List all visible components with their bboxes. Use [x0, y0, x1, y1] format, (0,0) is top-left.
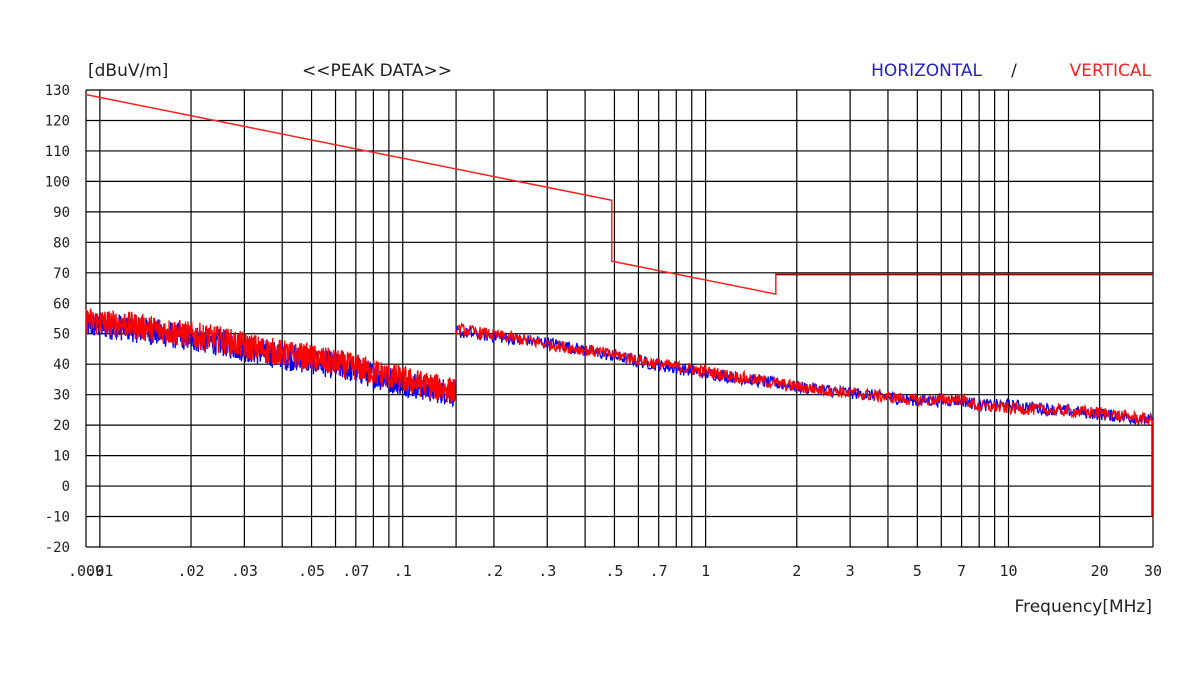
series-trace-horizontal — [455, 324, 1154, 425]
x-axis-label: Frequency[MHz] — [1015, 597, 1152, 617]
y-tick-label: 90 — [53, 205, 70, 221]
legend-vertical: VERTICAL — [1070, 61, 1152, 81]
y-tick-label: -10 — [45, 510, 70, 526]
y-tick-label: 100 — [45, 174, 70, 190]
x-tick-label: 1 — [701, 562, 710, 580]
y-tick-label: 80 — [53, 235, 70, 251]
x-tick-label: .03 — [231, 562, 258, 580]
x-tick-label: 10 — [999, 562, 1017, 580]
x-tick-label: .07 — [342, 562, 369, 580]
y-tick-label: 30 — [53, 388, 70, 404]
x-tick-label: 2 — [792, 562, 801, 580]
x-tick-label: .02 — [177, 562, 204, 580]
y-axis-label: [dBuV/m] — [88, 61, 168, 81]
y-tick-label: 50 — [53, 327, 70, 343]
y-tick-label: 0 — [62, 479, 70, 495]
x-tick-label: .009 — [68, 562, 104, 580]
x-tick-label: .1 — [394, 562, 412, 580]
limit-line-path — [85, 93, 1153, 296]
x-tick-label: 7 — [957, 562, 966, 580]
x-tick-label: 3 — [846, 562, 855, 580]
legend-horizontal: HORIZONTAL — [871, 61, 982, 81]
x-tick-label: .05 — [298, 562, 325, 580]
y-tick-label: 10 — [53, 449, 70, 465]
x-tick-label: .01 — [86, 562, 113, 580]
x-tick-label: 5 — [913, 562, 922, 580]
y-tick-label: 110 — [45, 144, 70, 160]
x-tick-label: .3 — [538, 562, 556, 580]
limit-line — [85, 93, 1153, 296]
chart-title: <<PEAK DATA>> — [302, 61, 452, 81]
series-trace-vertical — [455, 321, 1154, 426]
grid-lines — [85, 89, 1154, 548]
x-tick-label: 30 — [1144, 562, 1162, 580]
y-tick-label: 20 — [53, 418, 70, 434]
x-tick-label: .2 — [485, 562, 503, 580]
y-tick-label: -20 — [45, 540, 70, 556]
y-tick-label: 70 — [53, 266, 70, 282]
x-tick-label: .5 — [605, 562, 623, 580]
legend-separator: / — [1011, 61, 1017, 81]
x-tick-label: 20 — [1091, 562, 1109, 580]
y-tick-label: 120 — [45, 113, 70, 129]
y-tick-label: 130 — [45, 83, 70, 99]
x-tick-label: .7 — [650, 562, 668, 580]
x-tick-labels: .009.01 .02 .03 .05 .07 .1 .2 .3 .5 .7 1 2 3 5 7 10 20 30 — [68, 562, 1162, 580]
y-tick-label: 40 — [53, 357, 70, 373]
series-trace-vertical — [85, 307, 457, 404]
series-traces — [85, 307, 1154, 517]
y-tick-label: 60 — [53, 296, 70, 312]
